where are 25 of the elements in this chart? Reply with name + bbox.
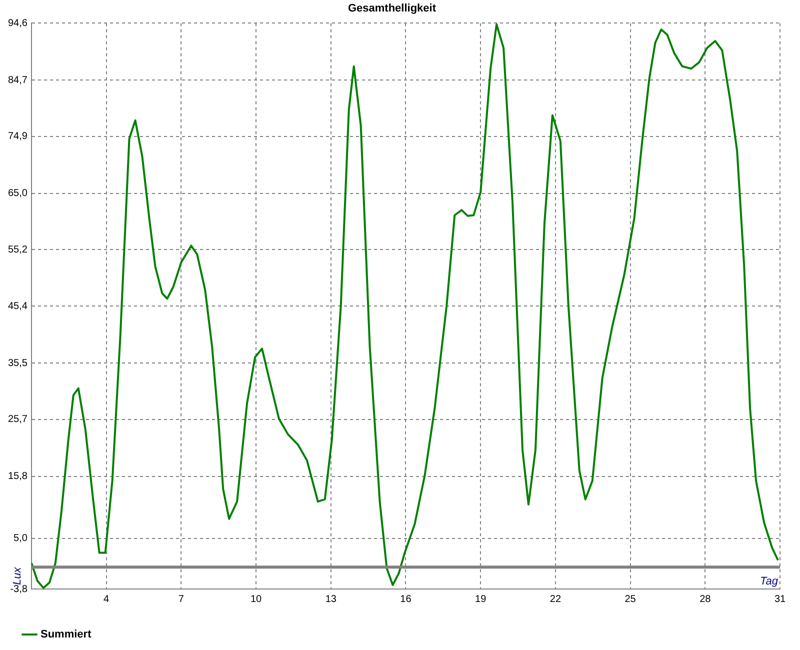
legend-label: Summiert xyxy=(40,628,92,641)
chart-title: Gesamthelligkeit xyxy=(348,2,436,15)
y-tick-label: 74,9 xyxy=(8,131,28,142)
x-tick-label: 10 xyxy=(250,594,262,605)
y-tick-label: 84,7 xyxy=(8,74,28,86)
x-tick-label: 31 xyxy=(774,594,786,605)
x-axis-title: Tag xyxy=(760,576,779,588)
y-tick-label: 15,8 xyxy=(8,471,28,482)
x-tick-label: 19 xyxy=(475,594,487,605)
x-tick-label: 25 xyxy=(624,594,636,605)
x-tick-label: 22 xyxy=(550,594,562,605)
x-tick-label: 13 xyxy=(325,594,337,605)
x-tick-label: 7 xyxy=(178,594,184,605)
x-tick-label: 28 xyxy=(700,594,712,605)
y-tick-label: 35,5 xyxy=(8,358,28,369)
y-tick-label: 5,0 xyxy=(14,533,28,544)
y-tick-label: 25,7 xyxy=(8,414,28,426)
x-tick-label: 4 xyxy=(104,594,110,605)
y-tick-label: 45,4 xyxy=(8,300,28,312)
y-tick-label: -3,8 xyxy=(10,584,28,595)
y-tick-label: 65,0 xyxy=(8,188,28,200)
y-tick-label: 94,6 xyxy=(8,18,28,29)
y-axis-title: Lux xyxy=(12,566,24,585)
x-tick-label: 16 xyxy=(400,594,412,605)
y-tick-label: 55,2 xyxy=(8,244,28,256)
